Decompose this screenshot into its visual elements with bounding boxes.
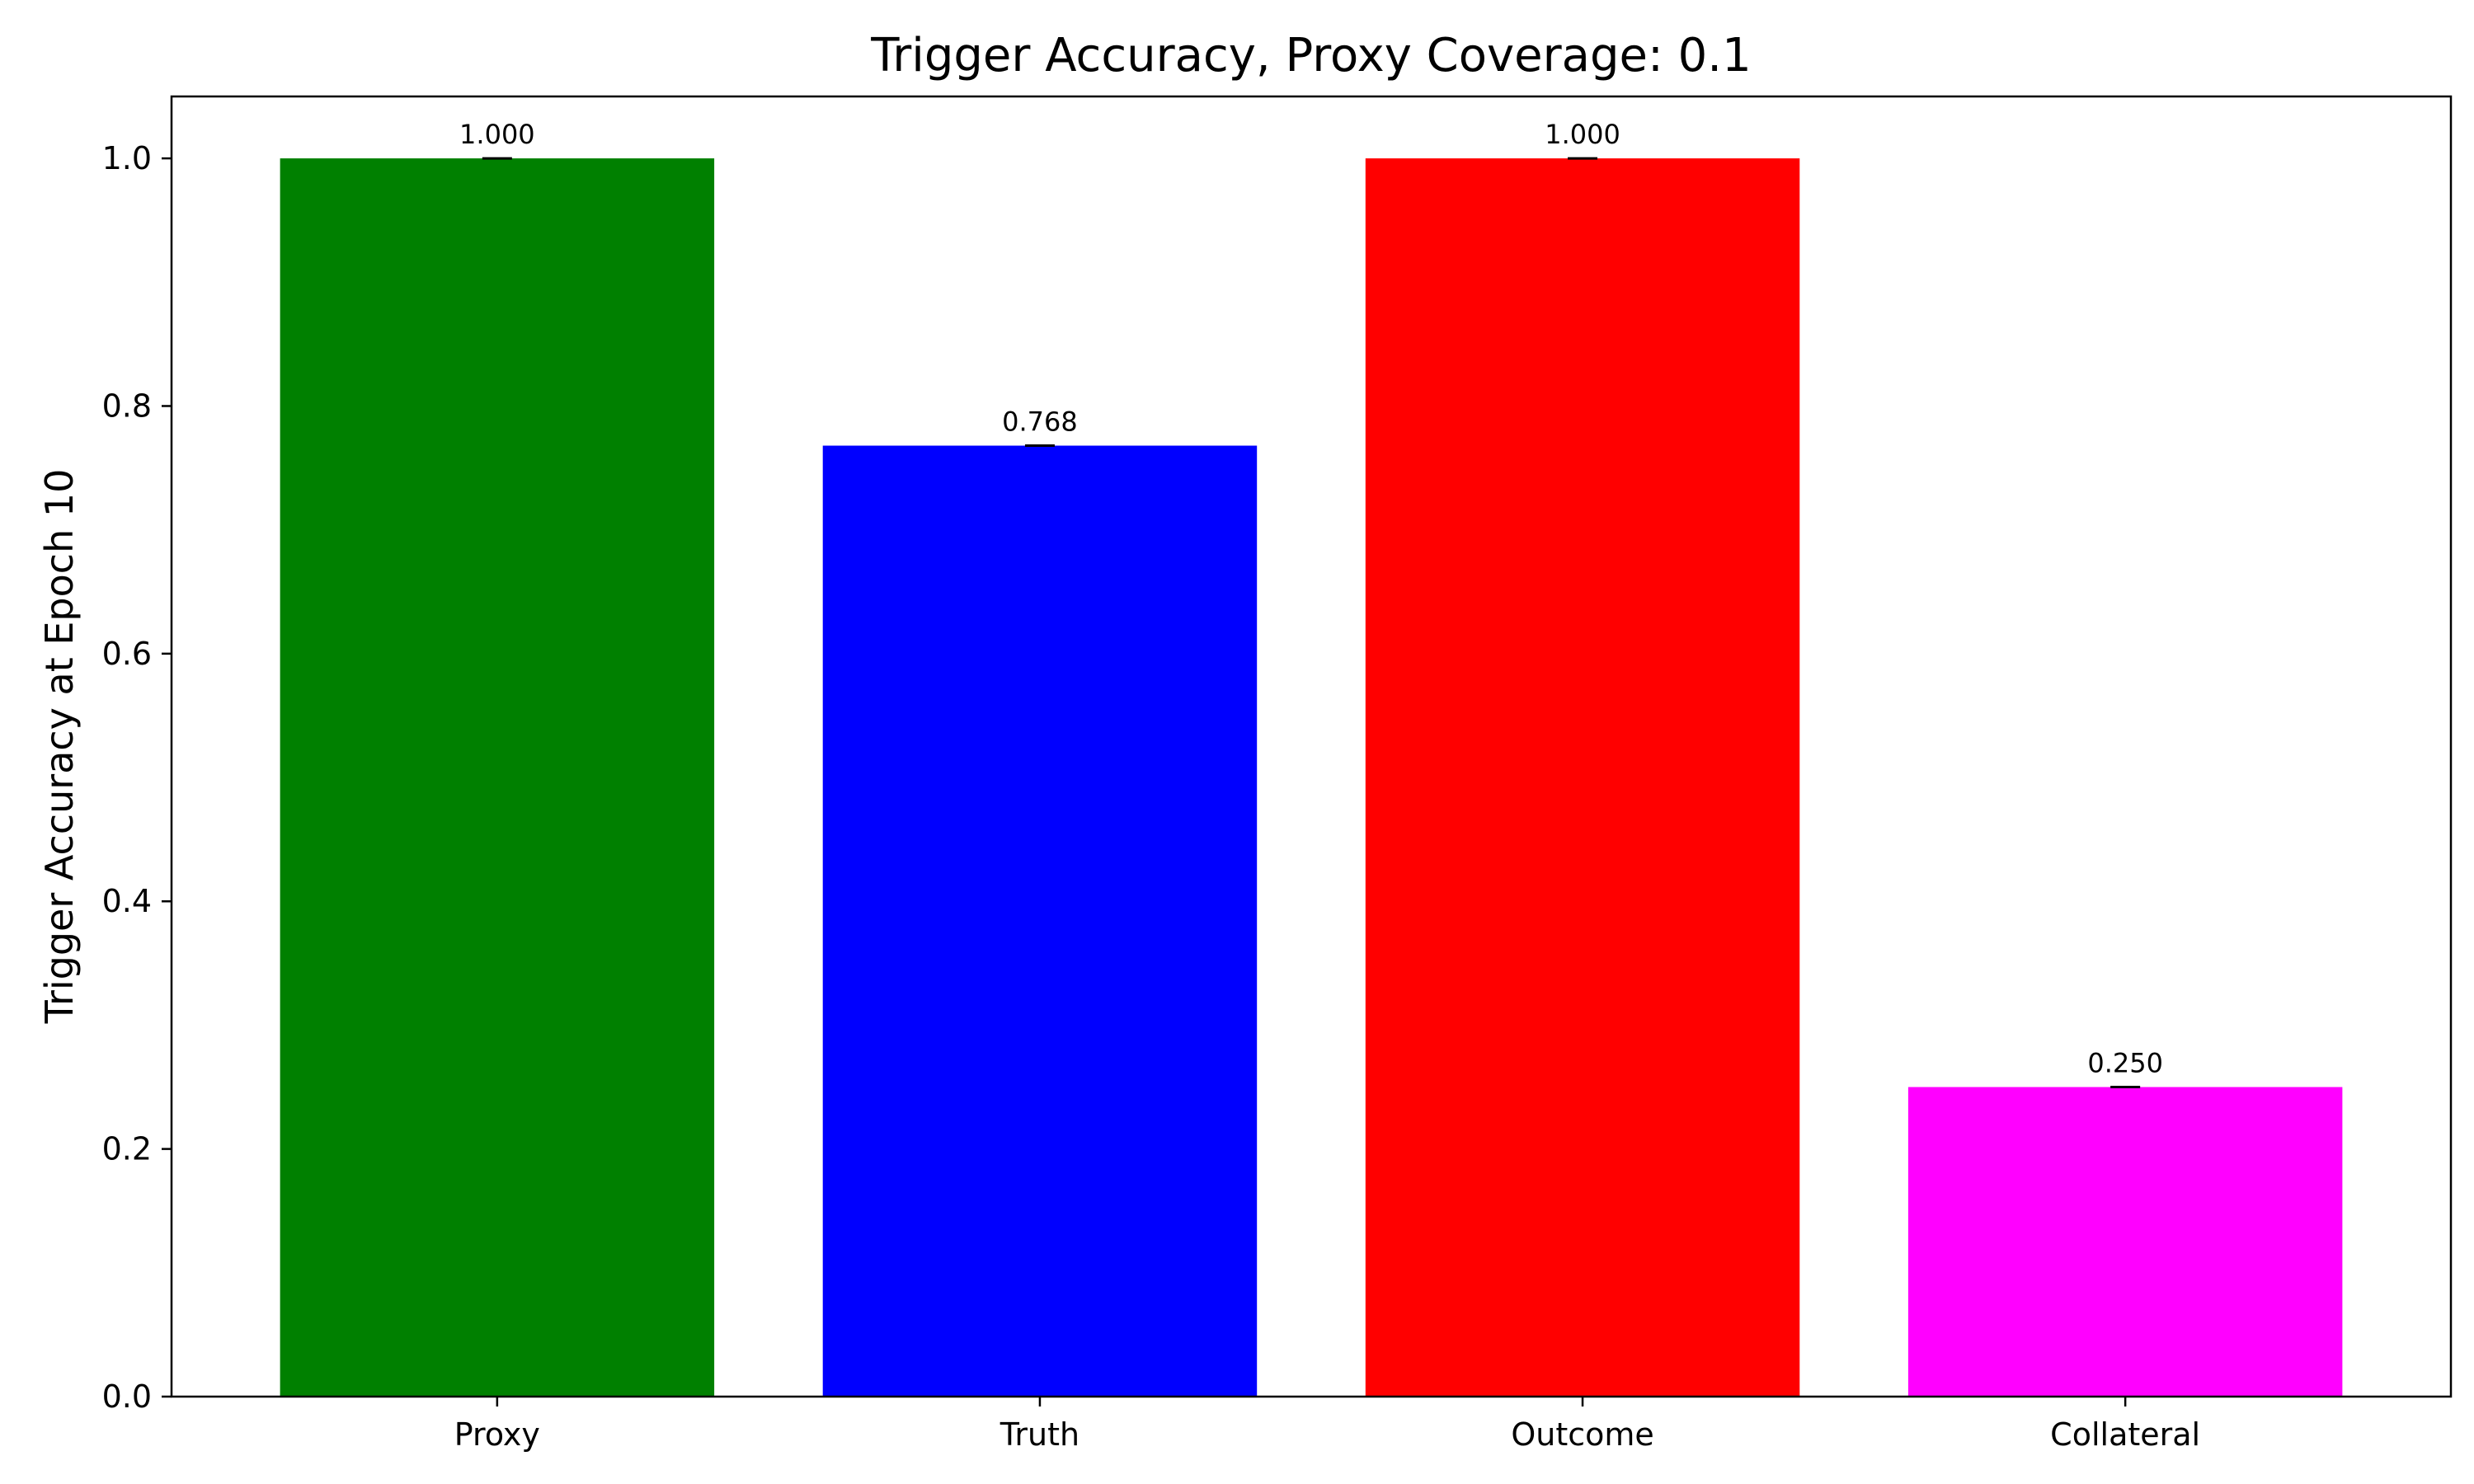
y-axis: 0.0 0.2 0.4 0.6 0.8 1.0: [102, 140, 172, 1415]
bar-proxy: [280, 158, 715, 1397]
bar-truth: [822, 445, 1258, 1397]
y-tick-label: 0.2: [102, 1131, 152, 1167]
x-tick-label-collateral: Collateral: [2050, 1416, 2200, 1453]
y-tick-label: 0.4: [102, 883, 152, 919]
data-label-collateral: 0.250: [2087, 1048, 2163, 1079]
data-label-outcome: 1.000: [1545, 119, 1620, 150]
data-labels-layer: 1.000 0.768 1.000 0.250: [459, 119, 2163, 1078]
error-bars-layer: [482, 157, 2141, 1089]
y-tick-label: 1.0: [102, 140, 152, 176]
data-label-truth: 0.768: [1002, 406, 1078, 438]
chart-title: Trigger Accuracy, Proxy Coverage: 0.1: [870, 29, 1751, 82]
y-tick-label: 0.0: [102, 1378, 152, 1415]
data-label-proxy: 1.000: [459, 119, 535, 150]
y-axis-title: Trigger Accuracy at Epoch 10: [37, 469, 82, 1025]
x-tick-label-truth: Truth: [999, 1416, 1079, 1453]
x-axis: Proxy Truth Outcome Collateral: [454, 1397, 2200, 1453]
plot-frame: [170, 95, 2453, 1398]
bars-layer: [280, 158, 2343, 1397]
x-tick-label-outcome: Outcome: [1511, 1416, 1653, 1453]
bar-outcome: [1365, 158, 1800, 1397]
bar-collateral: [1907, 1087, 2343, 1397]
y-tick-label: 0.8: [102, 387, 152, 424]
y-tick-label: 0.6: [102, 636, 152, 672]
x-tick-label-proxy: Proxy: [454, 1416, 540, 1453]
